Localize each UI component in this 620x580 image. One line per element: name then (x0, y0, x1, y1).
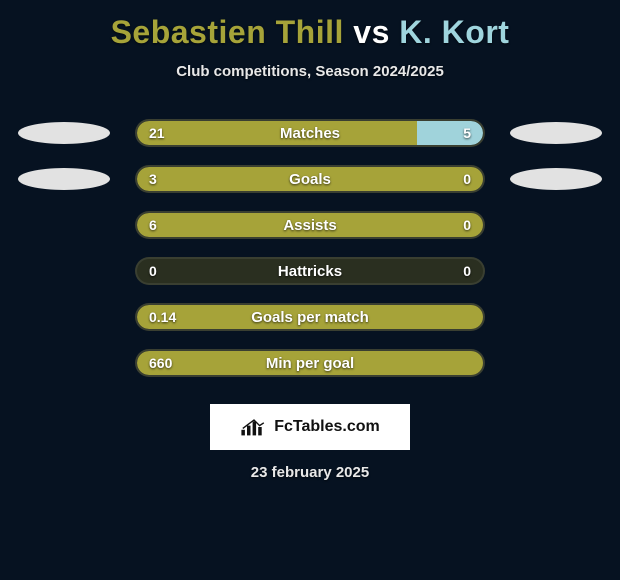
stat-row: 215Matches (0, 110, 620, 156)
stat-label: Goals per match (137, 309, 483, 326)
stat-row: 660Min per goal (0, 340, 620, 386)
stat-bar-track: 30Goals (135, 165, 485, 193)
logo-text: FcTables.com (274, 418, 380, 436)
vs-text: vs (353, 14, 390, 50)
stat-bar-track: 215Matches (135, 119, 485, 147)
date-text: 23 february 2025 (0, 464, 620, 481)
stat-bar-track: 60Assists (135, 211, 485, 239)
stat-row: 30Goals (0, 156, 620, 202)
player1-marker (18, 168, 110, 190)
stats-chart: 215Matches 30Goals 60Assists 00Hattricks 0.1… (0, 110, 620, 386)
stat-label: Assists (137, 217, 483, 234)
player2-name: K. Kort (399, 14, 509, 50)
logo-bars-icon (240, 417, 268, 437)
stat-bar-track: 0.14Goals per match (135, 303, 485, 331)
stat-bar-track: 00Hattricks (135, 257, 485, 285)
player2-marker (510, 168, 602, 190)
stat-row: 0.14Goals per match (0, 294, 620, 340)
player1-name: Sebastien Thill (111, 14, 344, 50)
stat-label: Min per goal (137, 355, 483, 372)
stat-row: 60Assists (0, 202, 620, 248)
stat-bar-track: 660Min per goal (135, 349, 485, 377)
fctables-logo: FcTables.com (210, 404, 410, 450)
player1-marker (18, 122, 110, 144)
comparison-title: Sebastien Thill vs K. Kort (0, 0, 620, 51)
subtitle: Club competitions, Season 2024/2025 (0, 63, 620, 80)
stat-label: Matches (137, 125, 483, 142)
stat-label: Hattricks (137, 263, 483, 280)
player2-marker (510, 122, 602, 144)
stat-label: Goals (137, 171, 483, 188)
stat-row: 00Hattricks (0, 248, 620, 294)
